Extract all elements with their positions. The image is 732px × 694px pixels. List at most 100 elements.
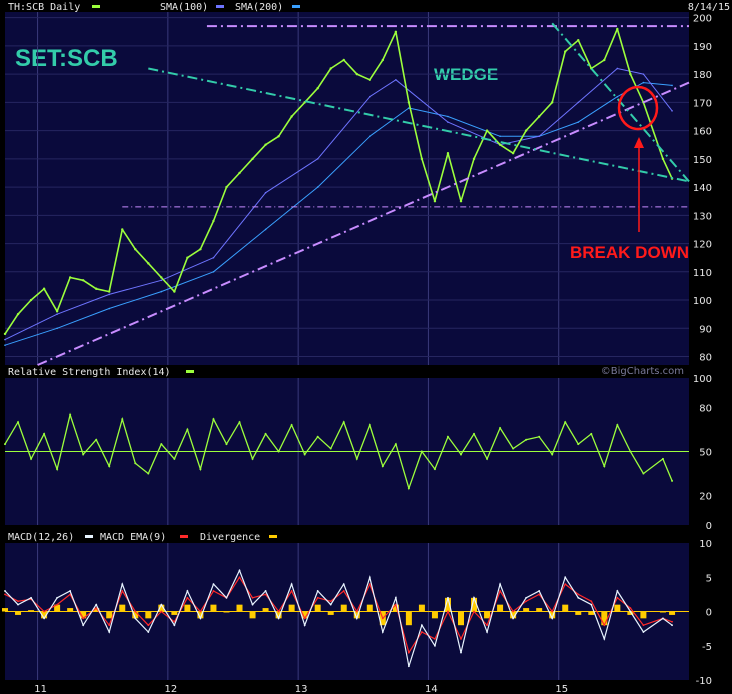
- price-series-point: [108, 307, 111, 310]
- macd-point: [355, 610, 358, 613]
- macd-point: [134, 617, 137, 620]
- divergence-bar: [562, 604, 569, 612]
- price-series-point: [642, 81, 645, 84]
- macd-point: [303, 617, 306, 620]
- price-series-point: [498, 143, 502, 146]
- macd-point: [486, 631, 488, 633]
- y-tick-label: -5: [702, 642, 712, 653]
- macd-point: [447, 610, 449, 613]
- macd-point: [277, 617, 280, 620]
- macd-point: [460, 651, 462, 654]
- macd-point: [212, 583, 215, 585]
- divergence-bar: [288, 604, 295, 612]
- macd-point: [264, 593, 267, 596]
- macd-point: [512, 610, 515, 613]
- divergence-bar: [41, 611, 48, 619]
- macd-point: [173, 620, 176, 623]
- rsi-point: [590, 432, 593, 435]
- macd-point: [95, 607, 98, 609]
- rsi-point: [433, 468, 436, 471]
- rsi-point: [277, 450, 280, 453]
- rsi-point: [577, 443, 580, 446]
- rsi-point: [671, 479, 674, 482]
- macd-point: [238, 576, 241, 579]
- price-series-point: [134, 248, 137, 251]
- y-tick-label: 150: [693, 155, 712, 166]
- divergence-bar: [197, 611, 204, 619]
- price-series-point: [251, 157, 254, 161]
- x-tick-label: 15: [555, 684, 568, 694]
- macd-point: [121, 590, 124, 592]
- rsi-point: [56, 468, 59, 471]
- price-series-point: [56, 327, 58, 330]
- rsi-point: [355, 457, 358, 460]
- break-circle: [617, 85, 659, 131]
- macd-point: [394, 603, 397, 606]
- divergence-label: Divergence: [200, 532, 260, 543]
- divergence-bar: [275, 611, 282, 619]
- price-series-point: [212, 219, 215, 223]
- divergence-bar: [132, 611, 139, 619]
- rsi-point: [446, 435, 449, 438]
- macd-point: [82, 624, 85, 627]
- macd-point: [473, 610, 475, 613]
- macd-point: [577, 593, 580, 596]
- price-series-point: [394, 30, 398, 33]
- divergence-bar: [158, 604, 165, 612]
- x-tick-label: 11: [34, 684, 47, 694]
- macd-point: [69, 590, 72, 592]
- sma100-label: SMA(100): [160, 2, 208, 13]
- x-tick-label: 13: [295, 684, 308, 694]
- macd-point: [564, 583, 567, 585]
- price-series-point: [264, 143, 267, 146]
- macd-point: [316, 596, 319, 599]
- price-series-point: [290, 115, 293, 118]
- macd-point: [17, 600, 19, 603]
- price-series-point: [108, 293, 111, 296]
- rsi-point: [342, 421, 345, 424]
- y-tick-label: -10: [696, 676, 712, 687]
- rsi-point: [551, 453, 554, 456]
- divergence-bar: [392, 604, 399, 612]
- y-tick-label: 90: [699, 324, 712, 335]
- rsi-point: [43, 432, 46, 435]
- macd-point: [199, 617, 202, 620]
- divergence-bar: [28, 610, 35, 612]
- macd-point: [486, 624, 488, 627]
- price-series-point: [186, 256, 189, 259]
- y-tick-label: 110: [693, 268, 712, 279]
- price-series-point: [671, 110, 673, 112]
- macd-point: [577, 596, 580, 599]
- macd-point: [108, 624, 111, 627]
- macd-point: [342, 590, 345, 592]
- y-tick-label: 130: [693, 211, 712, 222]
- price-series-point: [55, 310, 59, 313]
- trendline: [148, 67, 690, 183]
- divergence-bar: [327, 611, 334, 615]
- y-tick-label: 120: [693, 240, 712, 251]
- macd-point: [368, 583, 371, 585]
- divergence-bar: [262, 608, 269, 612]
- price-series-point: [472, 157, 476, 161]
- divergence-bar: [497, 604, 504, 612]
- macd-ema-label: MACD EMA(9): [100, 532, 166, 543]
- price-series-point: [4, 338, 6, 341]
- divergence-bar: [249, 611, 256, 619]
- sma200-label: SMA(200): [235, 2, 283, 13]
- divergence-bar: [510, 611, 517, 619]
- y-tick-label: 20: [699, 492, 712, 503]
- rsi-point: [225, 443, 228, 446]
- rsi-point: [160, 443, 163, 446]
- price-series-point: [577, 121, 580, 123]
- price-series-point: [355, 72, 358, 76]
- macd-point: [434, 644, 436, 647]
- price-series-point: [661, 157, 665, 161]
- price-series-point: [173, 290, 176, 293]
- price-series-point: [264, 191, 267, 194]
- macd-point: [121, 583, 124, 585]
- price-panel-bg: [5, 12, 689, 365]
- price-series-point: [4, 344, 6, 347]
- divergence-bar: [549, 611, 556, 619]
- divergence-bar: [301, 611, 308, 619]
